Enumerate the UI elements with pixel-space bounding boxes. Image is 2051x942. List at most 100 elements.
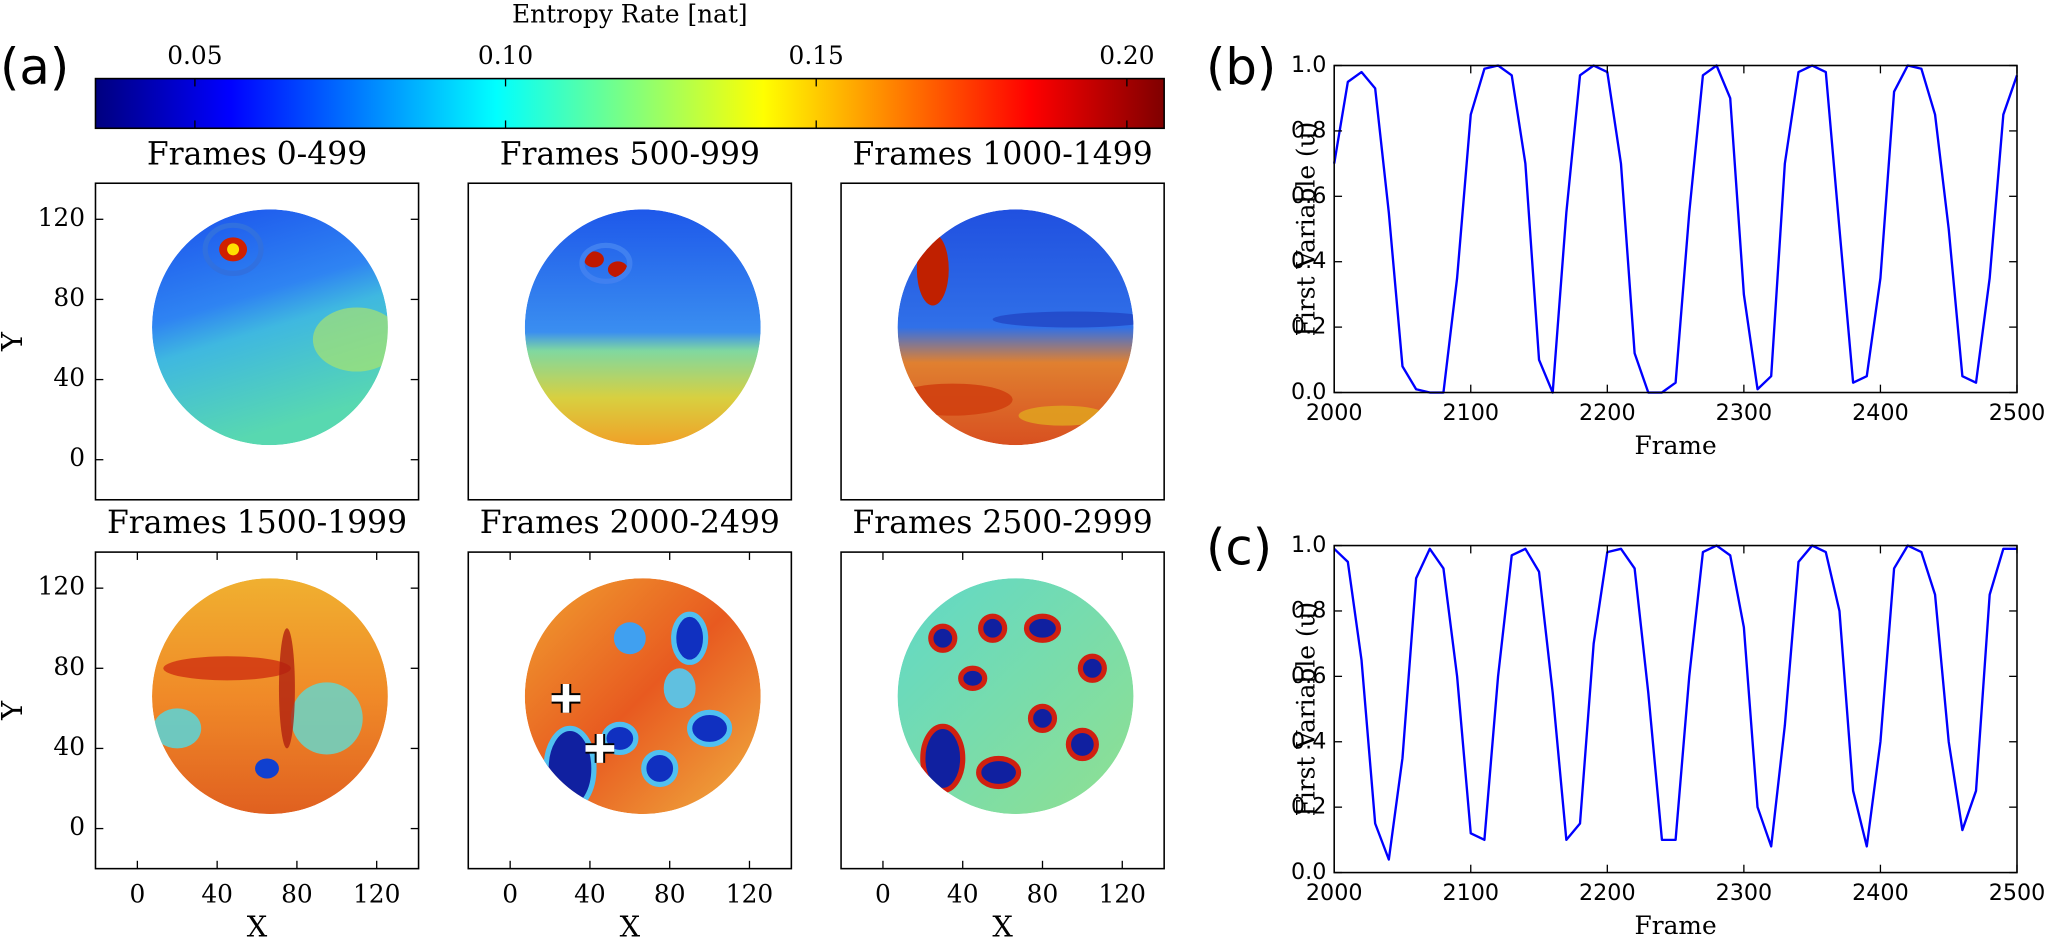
panel-title: Frames 1500-1999 [107, 505, 407, 541]
colorbar-tick-label: 0.20 [1099, 41, 1154, 70]
x-tick-label: 80 [1027, 880, 1059, 909]
plot-frame [1333, 64, 2018, 394]
heatmap-feature [579, 242, 633, 285]
x-tick-label: 80 [654, 880, 686, 909]
heatmap-feature [312, 307, 388, 372]
heatmap-feature [897, 383, 1013, 416]
panel-frame [94, 182, 420, 501]
heatmap-feature [613, 622, 646, 655]
plot-frame [1333, 544, 2018, 874]
y-tick-label: 0.2 [1291, 314, 1326, 340]
x-tick-label: 40 [947, 880, 979, 909]
heatmap-feature [928, 623, 958, 653]
y-axis-label: First Variable (u) [1292, 122, 1321, 337]
panel-label: (a) [0, 38, 69, 96]
x-axis-label: X [247, 909, 268, 942]
marker [551, 683, 581, 713]
panel-frame [94, 551, 420, 870]
x-tick-label: 2100 [1442, 880, 1499, 906]
panel-frame [467, 551, 793, 870]
heatmap-image [524, 209, 761, 446]
colorbar-tick-label: 0.15 [789, 41, 844, 70]
y-tick-label: 0.4 [1291, 248, 1326, 274]
y-axis-label: Y [0, 700, 29, 721]
heatmap-feature [543, 725, 597, 812]
heatmap-image [524, 578, 761, 815]
panel-frame [840, 551, 1165, 870]
x-tick-label: 80 [281, 880, 313, 909]
y-tick-label: 1.0 [1291, 52, 1326, 78]
heatmap-feature [202, 222, 264, 277]
y-tick-label: 0.6 [1291, 183, 1326, 209]
panel-title: Frames 2000-2499 [480, 505, 780, 541]
x-axis-label: X [992, 909, 1013, 942]
heatmap-image [152, 578, 388, 815]
x-axis-label: X [620, 909, 641, 942]
heatmap-feature [278, 628, 295, 749]
panel-title: Frames 2500-2999 [853, 505, 1153, 541]
heatmap-image [897, 578, 1134, 815]
y-tick-label: 0.4 [1291, 728, 1326, 754]
heatmap-feature [641, 749, 679, 788]
y-tick-label: 120 [38, 572, 85, 601]
x-tick-label: 2500 [1989, 400, 2046, 426]
x-tick-label: 0 [875, 880, 891, 909]
x-tick-label: 120 [726, 880, 773, 909]
colorbar-label: Entropy Rate [nat] [512, 0, 748, 28]
y-tick-label: 1.0 [1291, 532, 1326, 558]
heatmap-feature [958, 665, 988, 691]
x-tick-label: 2400 [1852, 880, 1909, 906]
x-tick-label: 2500 [1989, 880, 2046, 906]
x-tick-label: 120 [353, 880, 400, 909]
heatmap-feature [290, 682, 363, 755]
colorbar-tick-label: 0.05 [167, 41, 222, 70]
heatmap-feature [1018, 405, 1107, 426]
panel-label: (b) [1206, 38, 1276, 96]
panel-title: Frames 0-499 [147, 136, 367, 172]
heatmap-feature [920, 723, 966, 794]
heatmap-feature [1065, 727, 1099, 762]
heatmap-feature [163, 656, 291, 681]
panel-frame [467, 182, 793, 501]
x-tick-label: 2000 [1306, 880, 1363, 906]
x-tick-label: 2100 [1442, 400, 1499, 426]
panel-title: Frames 1000-1499 [853, 136, 1153, 172]
heatmap-disc [152, 209, 388, 446]
x-tick-label: 0 [502, 880, 518, 909]
panel-frame [840, 182, 1165, 501]
marker [585, 734, 615, 763]
heatmap-feature [583, 251, 604, 268]
heatmap-feature [978, 613, 1008, 643]
x-axis-label: Frame [1635, 431, 1717, 460]
x-tick-label: 40 [201, 880, 233, 909]
colorbar-tick-label: 0.10 [478, 41, 533, 70]
heatmap-feature [976, 755, 1022, 790]
heatmap-feature [1027, 703, 1058, 734]
y-tick-label: 40 [53, 363, 85, 392]
panel-title: Frames 500-999 [500, 136, 760, 172]
heatmap-feature [916, 233, 949, 306]
y-tick-label: 80 [53, 652, 85, 681]
x-tick-label: 2200 [1579, 880, 1636, 906]
heatmap-feature [687, 709, 733, 748]
y-axis-label: First Variable (u) [1292, 602, 1321, 817]
heatmap-feature [663, 668, 696, 709]
heatmap-feature [1077, 653, 1107, 683]
y-axis-label: Y [0, 331, 29, 352]
heatmap-feature [255, 758, 279, 779]
y-tick-label: 0.8 [1291, 597, 1326, 623]
line-series [1333, 64, 2019, 394]
y-tick-label: 120 [38, 203, 85, 232]
panel-label: (c) [1206, 518, 1272, 576]
y-tick-label: 0.0 [1291, 859, 1326, 885]
y-tick-label: 0.0 [1291, 379, 1326, 405]
heatmap-image [152, 209, 388, 446]
x-tick-label: 2300 [1716, 400, 1773, 426]
y-tick-label: 0.2 [1291, 794, 1326, 820]
heatmap-image [897, 209, 1134, 446]
y-tick-label: 0 [69, 812, 85, 841]
x-tick-label: 120 [1099, 880, 1146, 909]
heatmap-feature [671, 611, 709, 665]
y-tick-label: 0.8 [1291, 117, 1326, 143]
